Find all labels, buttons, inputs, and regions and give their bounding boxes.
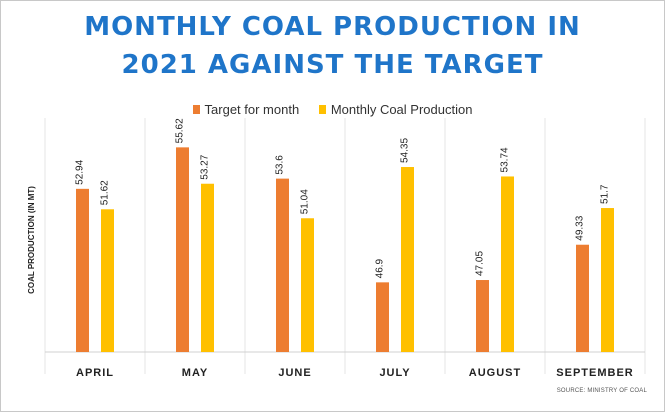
x-tick-label-may: MAY bbox=[182, 367, 208, 379]
data-label-target-july: 46.9 bbox=[375, 258, 386, 278]
bar-production-september bbox=[601, 208, 614, 352]
source-note: SOURCE: MINISTRY OF COAL bbox=[556, 388, 647, 394]
bar-production-august bbox=[501, 176, 514, 352]
bar-production-may bbox=[201, 183, 214, 352]
data-label-production-august: 53.74 bbox=[500, 147, 511, 172]
bar-target-april bbox=[76, 188, 89, 352]
chart-title-line-1: MONTHLY COAL PRODUCTION IN bbox=[84, 12, 581, 42]
legend-swatch-production bbox=[318, 105, 326, 114]
x-tick-label-august: AUGUST bbox=[469, 367, 521, 379]
x-tick-label-september: SEPTEMBER bbox=[556, 367, 633, 379]
bar-target-september bbox=[576, 244, 589, 352]
legend-swatch-target bbox=[192, 105, 200, 114]
data-label-target-august: 47.05 bbox=[475, 251, 486, 276]
x-tick-label-april: APRIL bbox=[76, 367, 114, 379]
legend-label-target: Target for month bbox=[204, 102, 300, 117]
data-label-production-may: 53.27 bbox=[200, 154, 211, 179]
legend: Target for month Monthly Coal Production bbox=[0, 102, 665, 117]
data-label-production-june: 51.04 bbox=[300, 189, 311, 214]
legend-label-production: Monthly Coal Production bbox=[330, 102, 473, 117]
legend-item-production: Monthly Coal Production bbox=[318, 102, 473, 117]
bar-production-june bbox=[301, 218, 314, 352]
data-label-production-april: 51.62 bbox=[100, 180, 111, 205]
y-axis-label: COAL PRODUCTION (IN MT) bbox=[27, 186, 36, 294]
chart-title: MONTHLY COAL PRODUCTION IN 2021 AGAINST … bbox=[0, 8, 665, 84]
legend-item-target: Target for month bbox=[192, 102, 300, 117]
data-label-target-june: 53.6 bbox=[275, 155, 286, 175]
bar-target-july bbox=[376, 282, 389, 352]
bar-target-august bbox=[476, 280, 489, 352]
data-label-target-april: 52.94 bbox=[75, 159, 86, 184]
bar-production-july bbox=[401, 167, 414, 352]
bar-production-april bbox=[101, 209, 114, 352]
data-label-production-july: 54.35 bbox=[400, 138, 411, 163]
data-label-target-september: 49.33 bbox=[575, 215, 586, 240]
bar-target-may bbox=[176, 147, 189, 352]
chart-title-line-2: 2021 AGAINST THE TARGET bbox=[121, 50, 544, 80]
bar-target-june bbox=[276, 178, 289, 352]
data-label-production-september: 51.7 bbox=[600, 184, 611, 204]
x-tick-label-july: JULY bbox=[379, 367, 410, 379]
data-label-target-may: 55.62 bbox=[175, 118, 186, 143]
x-tick-label-june: JUNE bbox=[278, 367, 311, 379]
